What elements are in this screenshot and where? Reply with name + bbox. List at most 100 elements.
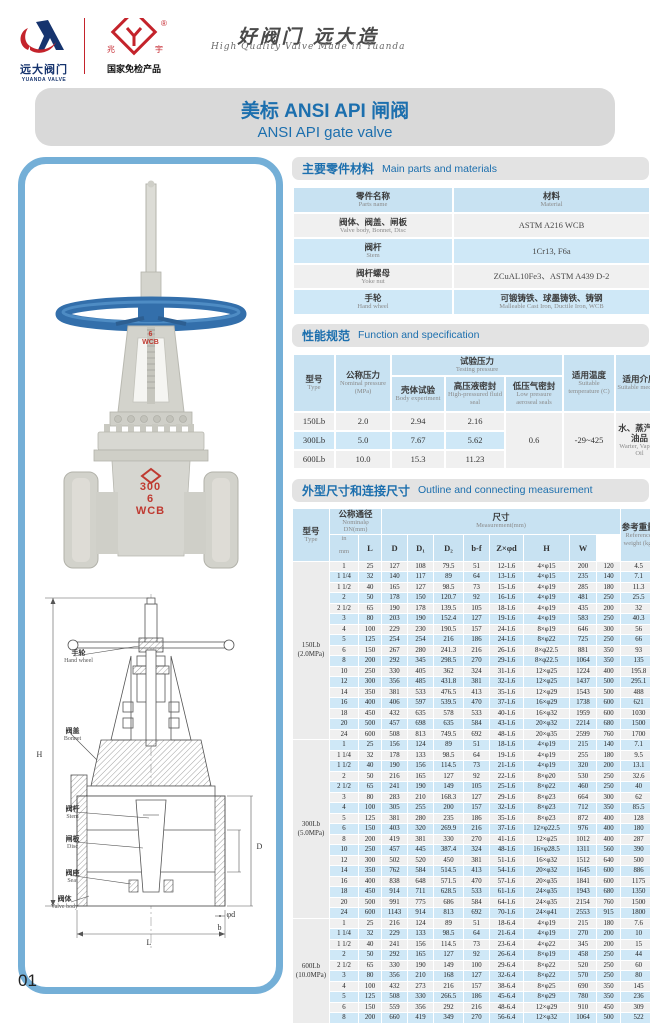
measurement-cell: 255 — [408, 803, 434, 813]
measurement-cell: 40 — [359, 761, 382, 771]
measurement-cell: 4 — [330, 624, 358, 634]
measurement-cell: 241 — [382, 939, 408, 949]
measurement-cell: 350 — [359, 687, 382, 697]
measurement-cell: 92 — [464, 593, 490, 603]
measurement-cell: 8×φ22 — [524, 782, 570, 792]
measurement-cell: 350 — [597, 656, 621, 666]
measurement-cell: 1 1/4 — [330, 929, 358, 939]
spec-table: 型号 Type 公称压力 Nominal pressure (MPa) 试验压力 Te… — [292, 353, 650, 470]
measurement-row: 600Lb (10.0MPa) 1 25 216 124 89 51 18-6.4 4×φ19 21… — [293, 918, 650, 1023]
spec-cell: 2.0 — [336, 412, 390, 430]
measurement-cell: 4.5 — [621, 561, 650, 571]
measurement-cell: 250 — [597, 960, 621, 970]
measurement-cell: 190 — [408, 960, 434, 970]
measurement-cell: 680 — [597, 719, 621, 729]
measurement-cell: 300 — [597, 624, 621, 634]
measurement-cell: 80 — [359, 971, 382, 981]
measurement-cell: 20×φ35 — [524, 729, 570, 739]
section-parts-title-cn: 主要零件材料 — [302, 162, 375, 176]
measurement-row: 300Lb (5.0MPa) 1 25 156 124 89 51 18-1.6 4×φ19 215… — [293, 740, 650, 918]
measurement-row: 10 250 457 445 387.4 324 48-1.6 16×φ28.5 1311 560… — [293, 845, 650, 855]
measurement-row: 1 1/2 40 165 127 98.5 73 15-1.6 4×φ19 285 180 11.3 — [293, 582, 650, 592]
spec-cell: 11.23 — [446, 450, 504, 468]
spec-row: 600Lb 10.0 15.3 11.23 — [294, 450, 650, 468]
measurement-cell: 48-6.4 — [490, 1002, 524, 1012]
measurement-cell: 152.4 — [434, 614, 464, 624]
measurement-cell: 621 — [621, 698, 650, 708]
dim-L: L — [146, 938, 152, 947]
measurement-cell: 24-1.6 — [490, 635, 524, 645]
measurement-cell: 24×φ35 — [524, 887, 570, 897]
measurement-cell: 92 — [464, 950, 490, 960]
measurement-cell: 98.5 — [434, 929, 464, 939]
spec-cell: 300Lb — [294, 431, 334, 449]
measurement-cell: 269.9 — [434, 824, 464, 834]
measurement-row: 8 200 292 345 298.5 270 29-1.6 8×φ22.5 1064 350 13… — [293, 656, 650, 666]
measurement-cell: 48-1.6 — [490, 729, 524, 739]
measurement-cell: 190 — [408, 614, 434, 624]
measurement-cell: 200 — [359, 1013, 382, 1023]
measurement-cell: 1943 — [570, 887, 597, 897]
measurement-cell: 180 — [621, 824, 650, 834]
measurement-cell: 51 — [464, 740, 490, 750]
measurement-cell: 2 — [330, 593, 358, 603]
measurement-row: 16 400 406 597 539.5 470 37-1.6 16×φ29 1738 600 62… — [293, 698, 650, 708]
measurement-cell: 280 — [408, 645, 434, 655]
measurement-cell: 29-1.6 — [490, 792, 524, 802]
measurement-cell: 330 — [382, 960, 408, 970]
measurement-row: 2 1/2 65 190 178 139.5 105 18-1.6 4×φ19 435 200 32 — [293, 603, 650, 613]
measurement-cell: 413 — [464, 687, 490, 697]
parts-row: 阀体、阀盖、闸板 Valve body, Bonnet, Disc ASTM A21… — [294, 213, 649, 237]
measurement-cell: 61-1.6 — [490, 887, 524, 897]
measurement-cell: 2 — [330, 771, 358, 781]
measurement-cell: 711 — [408, 887, 434, 897]
measurement-cell: 62 — [621, 792, 650, 802]
measurement-cell: 635 — [434, 719, 464, 729]
meas-col-type: 型号 Type — [293, 508, 329, 561]
measurement-cell: 460 — [570, 782, 597, 792]
measurement-cell: 180 — [597, 750, 621, 760]
measurement-cell: 2553 — [570, 908, 597, 918]
measurement-cell: 255 — [570, 750, 597, 760]
measurement-cell: 12×φ29 — [524, 1002, 570, 1012]
section-spec-title-en: Function and specification — [358, 329, 480, 341]
measurement-cell: 38-6.4 — [490, 981, 524, 991]
measurement-row: 18 450 432 635 578 533 40-1.6 16×φ32 1959 600 1030 — [293, 708, 650, 718]
measurement-cell: 1800 — [621, 908, 650, 918]
valve-drawing-art — [44, 594, 253, 948]
measurement-cell: 4×φ19 — [524, 614, 570, 624]
measurement-cell: 381 — [382, 687, 408, 697]
measurement-cell: 216 — [434, 635, 464, 645]
measurement-row: 2 1/2 65 330 190 149 100 29-6.4 8×φ22 520 250 60 — [293, 960, 650, 970]
measurement-cell: 5 — [330, 813, 358, 823]
measurement-row: 2 50 292 165 127 92 26-6.4 8×φ19 458 250 44 — [293, 950, 650, 960]
drawing-label-valve-body: 阀体 Valve body — [50, 896, 79, 910]
measurement-cell: 1 1/2 — [330, 939, 358, 949]
measurement-cell: 914 — [408, 908, 434, 918]
spec-col-body-test: 壳体试验 Body experiment — [392, 376, 444, 411]
meas-col-mm: mm — [330, 547, 358, 561]
measurement-cell: 60 — [621, 960, 650, 970]
part-name-cell: 手轮 Hand wheel — [294, 290, 452, 314]
measurement-row: 8 200 660 419 349 270 56-6.4 12×φ32 1064 500 522 — [293, 1013, 650, 1023]
measurement-cell: 12×φ29 — [524, 687, 570, 697]
measurement-cell: 584 — [464, 897, 490, 907]
parts-col-name: 零件名称 Parts name — [355, 191, 390, 208]
measurement-row: 12 300 502 520 450 381 51-1.6 16×φ32 1512 640 500 — [293, 855, 650, 865]
measurement-cell: 400 — [597, 834, 621, 844]
measurement-cell: 16×φ29 — [524, 698, 570, 708]
measurement-cell: 1012 — [570, 834, 597, 844]
measurement-cell: 200 — [359, 834, 382, 844]
measurement-cell: 80 — [359, 614, 382, 624]
measurement-cell: 139.5 — [434, 603, 464, 613]
measurement-cell: 1 1/4 — [330, 750, 358, 760]
measurement-cell: 56-6.4 — [490, 1013, 524, 1023]
measurement-cell: 19-1.6 — [490, 750, 524, 760]
measurement-cell: 200 — [597, 761, 621, 771]
meas-col-D: D — [382, 534, 408, 561]
measurement-cell: 12×φ25 — [524, 834, 570, 844]
measurement-cell: 32 — [359, 572, 382, 582]
measurement-cell: 20×φ32 — [524, 866, 570, 876]
measurement-cell: 1543 — [570, 687, 597, 697]
measurement-cell: 150 — [359, 645, 382, 655]
